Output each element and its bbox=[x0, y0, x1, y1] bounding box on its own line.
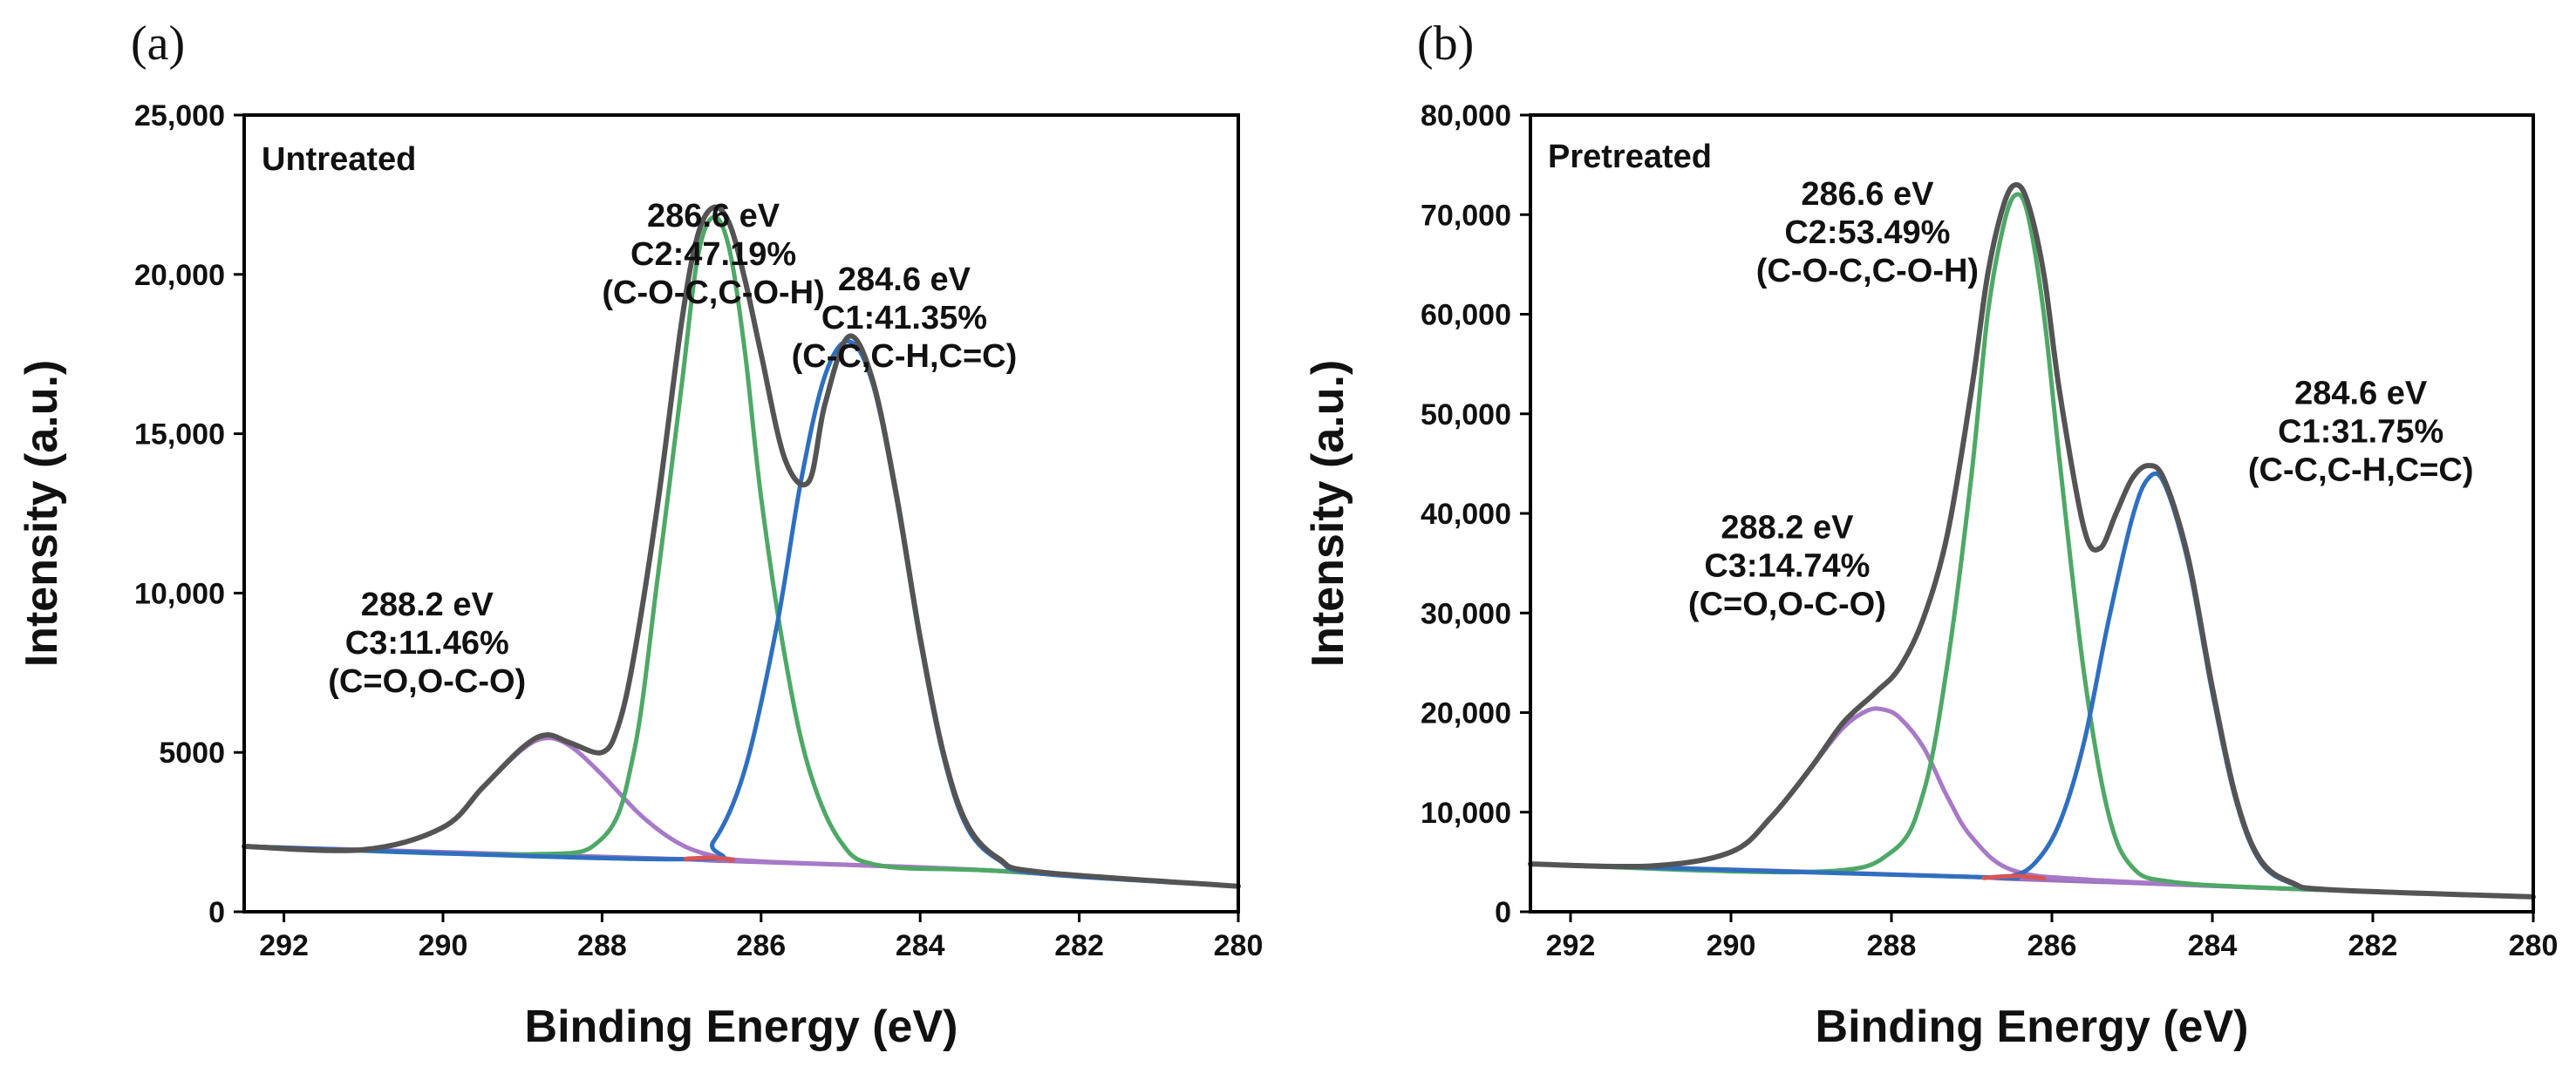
annotation-a-1-line-2: (C-C,C-H,C=C) bbox=[792, 338, 1018, 375]
y-axis-title-a: Intensity (a.u.) bbox=[17, 360, 67, 667]
annotation-a-1-line-1: C1:41.35% bbox=[821, 300, 987, 336]
x-axis-title-a: Binding Energy (eV) bbox=[525, 1002, 958, 1052]
annotation-b-2-line-2: (C=O,O-C-O) bbox=[1688, 587, 1886, 623]
series-envelope-b bbox=[1528, 181, 2536, 900]
y-tick-label-b-60000: 60,000 bbox=[1421, 299, 1511, 332]
series-c3-a bbox=[242, 736, 1241, 889]
series-c2-a bbox=[242, 214, 1241, 889]
series-envelope-a bbox=[242, 204, 1241, 889]
series-residual-a bbox=[683, 855, 736, 863]
x-tick-label-b-280: 280 bbox=[2509, 929, 2559, 962]
y-tick-label-b-40000: 40,000 bbox=[1421, 498, 1511, 531]
series-c2-b bbox=[1528, 192, 2536, 900]
plot-frame-b bbox=[1529, 113, 2535, 914]
x-tick-label-a-292: 292 bbox=[259, 929, 309, 962]
annotation-b-2-line-1: C3:14.74% bbox=[1704, 548, 1870, 585]
annotation-a-0-line-0: 286.6 eV bbox=[647, 198, 780, 234]
x-tick-label-b-292: 292 bbox=[1546, 929, 1596, 962]
y-tick-label-b-10000: 10,000 bbox=[1421, 797, 1511, 830]
y-tick-label-b-70000: 70,000 bbox=[1421, 199, 1511, 232]
annotation-b-1-line-2: (C-C,C-H,C=C) bbox=[2248, 452, 2474, 488]
x-tick-label-a-286: 286 bbox=[736, 929, 786, 962]
annotation-b-0-line-1: C2:53.49% bbox=[1784, 214, 1950, 251]
y-tick-label-a-15000: 15,000 bbox=[134, 418, 225, 452]
y-tick-label-a-20000: 20,000 bbox=[134, 259, 225, 292]
x-tick-label-b-284: 284 bbox=[2188, 929, 2238, 962]
panel-label-b: (b) bbox=[1417, 17, 1474, 71]
annotation-a-2-line-2: (C=O,O-C-O) bbox=[328, 663, 526, 700]
annotation-b-0-line-2: (C-O-C,C-O-H) bbox=[1756, 253, 1979, 289]
chart-title-a: Untreated bbox=[262, 141, 416, 178]
x-tick-label-a-282: 282 bbox=[1054, 929, 1104, 962]
panel-label-a: (a) bbox=[131, 17, 185, 71]
y-tick-label-a-10000: 10,000 bbox=[134, 577, 225, 610]
y-axis-title-b: Intensity (a.u.) bbox=[1303, 360, 1353, 667]
x-tick-label-a-284: 284 bbox=[896, 929, 945, 962]
axis-ticks-a: 292 290 288 286 284 282 280 0 5000 10,000 15,000 20… bbox=[134, 99, 1263, 962]
annotation-b-0-line-0: 286.6 eV bbox=[1801, 176, 1934, 213]
y-tick-label-a-25000: 25,000 bbox=[134, 99, 225, 132]
chart-panel-untreated: (a) 292 290 288 286 284 282 280 0 5000 10,000 15,0… bbox=[17, 17, 1263, 1052]
y-tick-label-a-0: 0 bbox=[208, 896, 225, 929]
x-tick-label-a-280: 280 bbox=[1214, 929, 1264, 962]
series-layer-b bbox=[1528, 181, 2536, 900]
y-tick-label-b-80000: 80,000 bbox=[1421, 99, 1511, 132]
annotation-b-1-line-1: C1:31.75% bbox=[2278, 413, 2443, 450]
chart-panel-pretreated: (b) 292 290 288 286 284 282 280 0 10,000 20,000 30… bbox=[1303, 17, 2558, 1052]
x-axis-title-b: Binding Energy (eV) bbox=[1816, 1002, 2249, 1052]
series-layer-a bbox=[242, 204, 1241, 889]
annotation-b-2-line-0: 288.2 eV bbox=[1721, 510, 1854, 547]
series-residual-b bbox=[1981, 873, 2047, 881]
annotation-a-1-line-0: 284.6 eV bbox=[838, 262, 971, 298]
annotation-a-2-line-1: C3:11.46% bbox=[345, 625, 509, 662]
x-tick-label-b-288: 288 bbox=[1867, 929, 1917, 962]
annotation-a-0-line-2: (C-O-C,C-O-H) bbox=[602, 275, 824, 311]
axis-ticks-b: 292 290 288 286 284 282 280 0 10,000 20,000 30,000… bbox=[1421, 99, 2558, 962]
plot-frame-a bbox=[242, 113, 1240, 914]
annotation-a-2-line-0: 288.2 eV bbox=[361, 587, 494, 623]
chart-title-b: Pretreated bbox=[1548, 139, 1712, 175]
x-tick-label-b-282: 282 bbox=[2348, 929, 2398, 962]
x-tick-label-a-288: 288 bbox=[577, 929, 627, 962]
y-tick-label-b-50000: 50,000 bbox=[1421, 398, 1511, 431]
annotation-a-0-line-1: C2:47.19% bbox=[630, 236, 796, 273]
y-tick-label-a-5000: 5000 bbox=[159, 737, 225, 770]
series-c1-b bbox=[1528, 471, 2536, 900]
annotation-b-1-line-0: 284.6 eV bbox=[2294, 375, 2428, 411]
y-tick-label-b-30000: 30,000 bbox=[1421, 597, 1511, 630]
x-tick-label-b-286: 286 bbox=[2027, 929, 2077, 962]
y-tick-label-b-0: 0 bbox=[1495, 896, 1511, 929]
x-tick-label-a-290: 290 bbox=[419, 929, 468, 962]
y-tick-label-b-20000: 20,000 bbox=[1421, 697, 1511, 730]
x-tick-label-b-290: 290 bbox=[1707, 929, 1756, 962]
